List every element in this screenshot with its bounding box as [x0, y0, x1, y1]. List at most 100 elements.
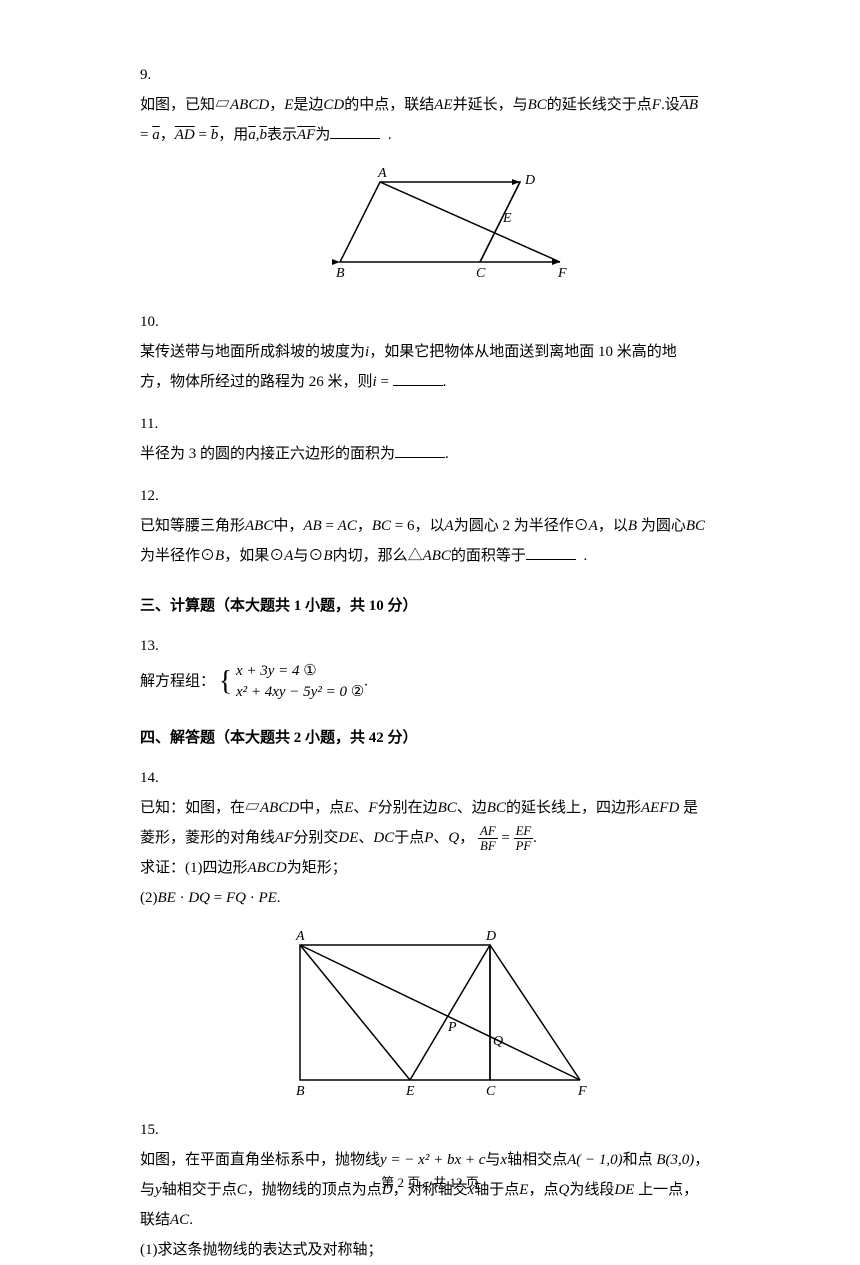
vec: AB: [680, 97, 698, 113]
num: EF: [514, 824, 534, 839]
period: .: [533, 830, 537, 846]
period: .: [583, 548, 587, 564]
text: 的中点，联结: [344, 97, 434, 113]
den: PF: [514, 839, 534, 853]
vec: AD: [175, 127, 195, 143]
problem-number: 10.: [140, 307, 168, 337]
blank: [526, 545, 576, 560]
label-d: D: [524, 173, 535, 188]
text: 已知：如图，在▱: [140, 800, 260, 816]
label-q: Q: [493, 1034, 503, 1049]
text: 与: [485, 1152, 500, 1168]
label-p: P: [447, 1020, 457, 1035]
var: AB: [303, 518, 321, 534]
period: .: [445, 446, 449, 462]
label-e: E: [405, 1084, 415, 1099]
text: 、: [433, 830, 448, 846]
var: ABCD: [248, 860, 287, 876]
text: 方，物体所经过的路程为 26 米，则: [140, 374, 373, 390]
text: ，以: [598, 518, 628, 534]
dot: ·: [246, 890, 259, 906]
text: 的面积等于: [451, 548, 526, 564]
problem-12: 12. 已知等腰三角形ABC中，AB = AC，BC = 6，以A为圆心 2 为…: [140, 481, 740, 571]
var: F: [368, 800, 377, 816]
eq: =: [501, 830, 513, 846]
section-4-title: 四、解答题（本大题共 2 小题，共 42 分）: [140, 723, 740, 753]
problem-number: 12.: [140, 481, 168, 511]
text: 表示: [267, 127, 297, 143]
brace-icon: {: [219, 668, 232, 696]
period: .: [189, 1212, 193, 1228]
problem-number: 14.: [140, 763, 168, 793]
text: 并延长，与: [453, 97, 528, 113]
label-c: C: [476, 266, 486, 281]
var: B: [628, 518, 637, 534]
var: AC: [170, 1212, 189, 1228]
var: FQ: [226, 890, 246, 906]
text: ，: [269, 97, 284, 113]
text: 为半径作⊙: [140, 548, 215, 564]
problem-number: 11.: [140, 409, 168, 439]
parallelogram-svg: A D B C F E: [300, 162, 580, 292]
text: 、边: [457, 800, 487, 816]
text: 分别交: [293, 830, 338, 846]
text: = 6: [391, 518, 414, 534]
vec: a: [248, 127, 256, 143]
label-e: E: [502, 211, 512, 226]
var: DE: [338, 830, 358, 846]
text: 中，点: [299, 800, 344, 816]
var: PE: [258, 890, 276, 906]
text: 是边: [293, 97, 323, 113]
var: B(3,0): [656, 1152, 694, 1168]
var: ABCD: [260, 800, 299, 816]
var: ABCD: [230, 97, 269, 113]
var: AF: [275, 830, 293, 846]
text: 、: [353, 800, 368, 816]
text: ，如果它把物体从地面送到离地面 10 米高的地: [369, 344, 677, 360]
var: BC: [528, 97, 547, 113]
section-3-title: 三、计算题（本大题共 1 小题，共 10 分）: [140, 591, 740, 621]
var: Q: [448, 830, 459, 846]
fraction: AFBF: [478, 824, 498, 853]
problem-text: 解方程组： { x + 3y = 4 ① x² + 4xy − 5y² = 0 …: [140, 661, 710, 703]
var: A: [445, 518, 454, 534]
vec: b: [259, 127, 267, 143]
text: 解方程组：: [140, 673, 215, 689]
problem-10: 10. 某传送带与地面所成斜坡的坡度为i，如果它把物体从地面送到离地面 10 米…: [140, 307, 740, 397]
label-d: D: [485, 929, 496, 944]
problem-11: 11. 半径为 3 的圆的内接正六边形的面积为.: [140, 409, 740, 469]
vec: AF: [297, 127, 315, 143]
prove: 求证：: [140, 860, 185, 876]
text: =: [140, 127, 152, 143]
diagram-9: A D B C F E: [140, 162, 740, 297]
var: BC: [686, 518, 705, 534]
sub2: (2): [140, 890, 158, 906]
blank: [330, 124, 380, 139]
period: .: [388, 127, 392, 143]
var: E: [344, 800, 353, 816]
problem-text: 如图，已知▱ABCD，E是边CD的中点，联结AE并延长，与BC的延长线交于点F.…: [140, 90, 710, 150]
text: 与⊙: [293, 548, 323, 564]
var: E: [284, 97, 293, 113]
circled-2: ②: [351, 684, 364, 700]
text: 如图，已知▱: [140, 97, 230, 113]
text: 的延长线上，四边形: [506, 800, 641, 816]
var: AC: [338, 518, 357, 534]
var: DC: [373, 830, 394, 846]
period: .: [364, 673, 368, 689]
num: AF: [478, 824, 498, 839]
text: .设: [661, 97, 680, 113]
text: 、: [358, 830, 373, 846]
problem-number: 13.: [140, 631, 168, 661]
text: 为圆心: [641, 518, 686, 534]
var: A: [284, 548, 293, 564]
label-b: B: [336, 266, 345, 281]
circled-1: ①: [303, 663, 316, 679]
eq2: x² + 4xy − 5y² = 0: [236, 684, 347, 700]
blank: [393, 371, 443, 386]
den: BF: [478, 839, 498, 853]
var: ABC: [245, 518, 273, 534]
problem-14: 14. 已知：如图，在▱ABCD中，点E、F分别在边BC、边BC的延长线上，四边…: [140, 763, 740, 913]
var: CD: [323, 97, 344, 113]
text: 中，: [273, 518, 303, 534]
